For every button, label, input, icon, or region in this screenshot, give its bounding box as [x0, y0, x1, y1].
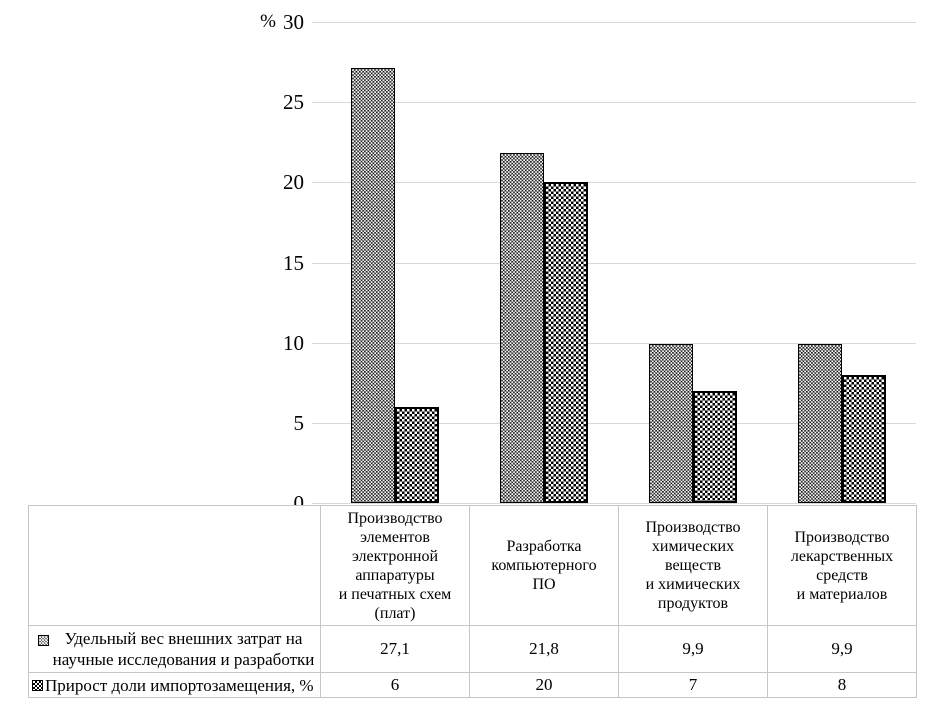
- bar-series2-category3: [693, 391, 737, 503]
- gridline-20: [312, 182, 916, 183]
- value-s1-c4: 9,9: [767, 625, 917, 673]
- y-axis-unit-label: %: [260, 11, 276, 32]
- gridline-25: [312, 102, 916, 103]
- value-s1-c3: 9,9: [618, 625, 768, 673]
- gridline-15: [312, 263, 916, 264]
- value-s2-c1: 6: [320, 672, 470, 698]
- bar-series2-category2: [544, 182, 588, 503]
- gridline-10: [312, 343, 916, 344]
- category-label-1: Производство элементов электронной аппар…: [320, 505, 470, 626]
- series-name-2: Прирост доли импортозамещения, %: [45, 675, 314, 695]
- y-tick-label-5: 5: [293, 411, 305, 435]
- gridline-30: [312, 22, 916, 23]
- y-tick-label-30: 30: [283, 10, 304, 34]
- series-name-1: Удельный вес внешних затрат на научные и…: [52, 629, 315, 669]
- series-row-2: Прирост доли импортозамещения, % 6 20 7 8: [28, 672, 917, 698]
- value-s2-c4: 8: [767, 672, 917, 698]
- series-label-cell-1: Удельный вес внешних затрат на научные и…: [28, 625, 321, 673]
- bar-series1-category2: [500, 153, 544, 503]
- table-corner-empty: [28, 505, 321, 626]
- value-s1-c2: 21,8: [469, 625, 619, 673]
- bar-series2-category1: [395, 407, 439, 503]
- gridline-5: [312, 423, 916, 424]
- category-label-3: Производство химических веществ и химиче…: [618, 505, 768, 626]
- category-header-row: Производство элементов электронной аппар…: [28, 505, 917, 626]
- y-tick-label-25: 25: [283, 90, 304, 114]
- y-tick-label-0: 0: [293, 491, 305, 515]
- gridline-0: [312, 503, 916, 504]
- value-s1-c1: 27,1: [320, 625, 470, 673]
- bar-series1-category1: [351, 68, 395, 503]
- value-s2-c2: 20: [469, 672, 619, 698]
- bar-series2-category4: [842, 375, 886, 503]
- series-label-cell-2: Прирост доли импортозамещения, %: [28, 672, 321, 698]
- y-tick-label-15: 15: [283, 251, 304, 275]
- bar-series1-category4: [798, 344, 842, 503]
- legend-swatch-series-2: [32, 679, 43, 691]
- category-label-2: Разработка компьютерного ПО: [469, 505, 619, 626]
- legend-swatch-series-1: [38, 635, 49, 646]
- series-row-1: Удельный вес внешних затрат на научные и…: [28, 625, 917, 673]
- category-label-4: Производство лекарственных средств и мат…: [767, 505, 917, 626]
- bar-series1-category3: [649, 344, 693, 503]
- data-table: Производство элементов электронной аппар…: [28, 505, 917, 698]
- y-tick-label-20: 20: [283, 170, 304, 194]
- value-s2-c3: 7: [618, 672, 768, 698]
- y-tick-label-10: 10: [283, 331, 304, 355]
